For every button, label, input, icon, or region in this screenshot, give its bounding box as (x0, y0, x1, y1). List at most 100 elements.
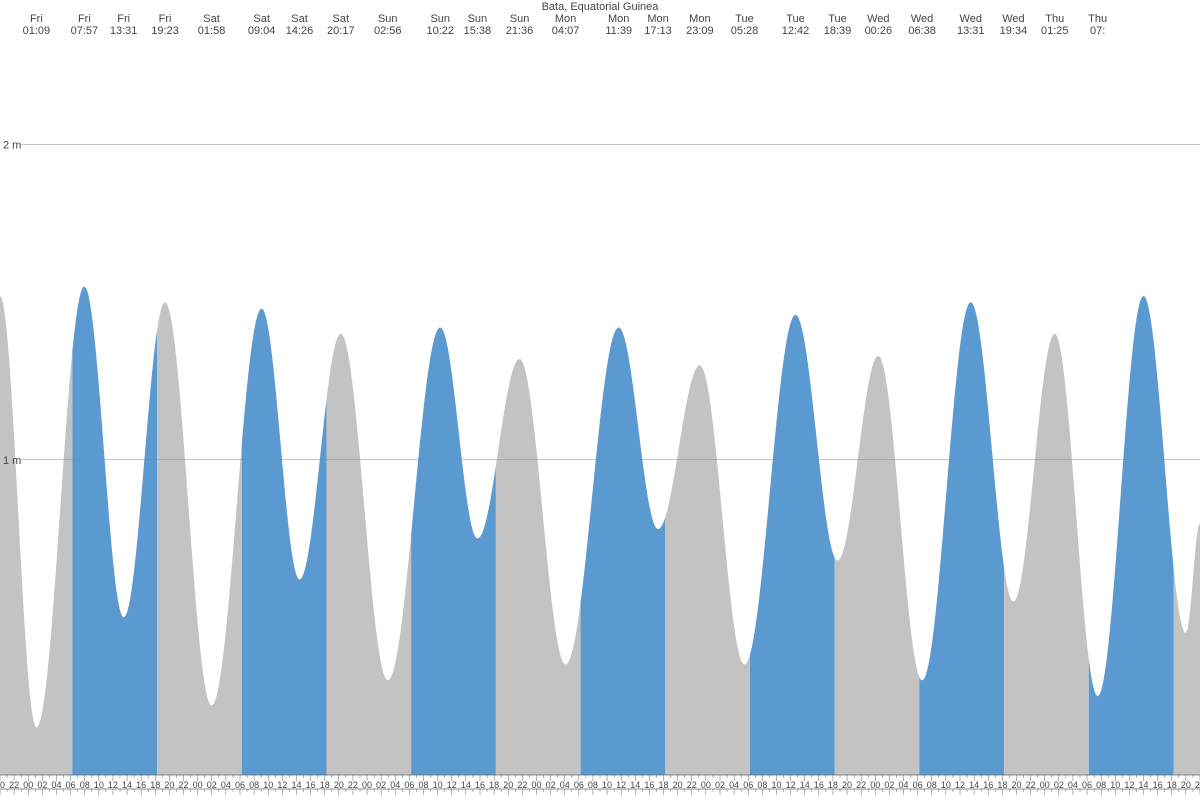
x-tick-label: 18 (828, 780, 838, 790)
extrema-day-label: Sun (430, 13, 450, 25)
x-tick-label: 12 (1124, 780, 1134, 790)
x-tick-label: 18 (997, 780, 1007, 790)
x-tick-label: 00 (362, 780, 372, 790)
x-tick-label: 00 (870, 780, 880, 790)
tide-night-band (326, 334, 411, 775)
extrema-time-label: 04:07 (552, 25, 580, 37)
x-tick-label: 10 (602, 780, 612, 790)
x-tick-label: 14 (122, 780, 132, 790)
x-tick-label: 20 (334, 780, 344, 790)
x-tick-label: 22 (9, 780, 19, 790)
x-tick-label: 20 (1011, 780, 1021, 790)
x-tick-label: 08 (249, 780, 259, 790)
extrema-day-label: Mon (608, 13, 629, 25)
x-tick-label: 14 (969, 780, 979, 790)
x-tick-label: 16 (475, 780, 485, 790)
x-tick-label: 10 (433, 780, 443, 790)
x-tick-label: 14 (461, 780, 471, 790)
tide-day-band (581, 328, 666, 775)
x-tick-label: 16 (306, 780, 316, 790)
x-tick-label: 18 (659, 780, 669, 790)
extrema-day-label: Tue (828, 13, 847, 25)
extrema-time-label: 17:13 (644, 25, 672, 37)
extrema-day-label: Fri (117, 13, 130, 25)
extrema-time-label: 15:38 (464, 25, 492, 37)
extrema-time-label: 09:04 (248, 25, 276, 37)
x-tick-label: 08 (1096, 780, 1106, 790)
tide-night-band (157, 303, 242, 775)
x-tick-label: 14 (291, 780, 301, 790)
x-tick-label: 06 (743, 780, 753, 790)
extrema-day-label: Tue (735, 13, 754, 25)
x-tick-label: 00 (1040, 780, 1050, 790)
tide-day-band (750, 315, 835, 775)
extrema-day-label: Sat (291, 13, 308, 25)
extrema-day-label: Sat (333, 13, 350, 25)
x-tick-label: 04 (51, 780, 61, 790)
tide-day-band (242, 309, 327, 775)
x-tick-label: 08 (757, 780, 767, 790)
x-tick-label: 06 (913, 780, 923, 790)
extrema-time-label: 01:58 (198, 25, 226, 37)
x-tick-label: 20 (164, 780, 174, 790)
x-tick-label: 00 (193, 780, 203, 790)
extrema-day-label: Mon (647, 13, 668, 25)
x-tick-label: 04 (729, 780, 739, 790)
extrema-time-label: 18:39 (824, 25, 852, 37)
tide-night-band (835, 356, 920, 775)
extrema-day-label: Wed (960, 13, 982, 25)
x-tick-label: 22 (348, 780, 358, 790)
chart-title: Bata, Equatorial Guinea (542, 1, 660, 13)
tide-day-band (1089, 296, 1174, 775)
tide-night-band (1004, 334, 1089, 775)
x-tick-label: 12 (277, 780, 287, 790)
x-tick-label: 06 (1082, 780, 1092, 790)
extrema-time-label: 13:31 (957, 25, 985, 37)
x-tick-label: 18 (150, 780, 160, 790)
extrema-time-label: 14:26 (286, 25, 314, 37)
x-tick-label: 08 (927, 780, 937, 790)
x-tick-label: 02 (376, 780, 386, 790)
x-tick-label: 06 (404, 780, 414, 790)
x-tick-label: 18 (320, 780, 330, 790)
extrema-day-label: Mon (555, 13, 576, 25)
extrema-time-label: 01:09 (23, 25, 51, 37)
x-tick-label: 12 (955, 780, 965, 790)
tide-day-band (72, 286, 157, 775)
x-tick-label: 10 (771, 780, 781, 790)
tide-day-band (919, 302, 1004, 775)
extrema-time-label: 19:23 (151, 25, 179, 37)
x-tick-label: 20 (842, 780, 852, 790)
extrema-time-label: 06:38 (908, 25, 936, 37)
extrema-day-label: Fri (159, 13, 172, 25)
extrema-day-label: Thu (1088, 13, 1107, 25)
x-tick-label: 14 (800, 780, 810, 790)
x-tick-label: 04 (1068, 780, 1078, 790)
extrema-time-label: 19:34 (1000, 25, 1028, 37)
extrema-time-label: 20:17 (327, 25, 355, 37)
x-tick-label: 04 (899, 780, 909, 790)
x-tick-label: 22 (1195, 780, 1200, 790)
extrema-time-label: 01:25 (1041, 25, 1069, 37)
x-tick-label: 10 (1110, 780, 1120, 790)
extrema-time-label: 07:57 (71, 25, 99, 37)
x-tick-label: 20 (1181, 780, 1191, 790)
x-tick-label: 06 (66, 780, 76, 790)
extrema-day-label: Tue (786, 13, 805, 25)
extrema-time-label: 00:26 (865, 25, 893, 37)
extrema-day-label: Mon (689, 13, 710, 25)
tide-night-band (665, 365, 750, 775)
x-tick-label: 06 (574, 780, 584, 790)
x-tick-label: 04 (560, 780, 570, 790)
x-tick-label: 06 (235, 780, 245, 790)
x-tick-label: 14 (630, 780, 640, 790)
x-tick-label: 02 (207, 780, 217, 790)
x-tick-label: 04 (390, 780, 400, 790)
x-tick-label: 22 (179, 780, 189, 790)
tide-night-band (496, 359, 581, 775)
x-tick-label: 16 (1153, 780, 1163, 790)
extrema-day-label: Fri (78, 13, 91, 25)
y-axis-label: 1 m (3, 455, 21, 467)
extrema-day-label: Sun (378, 13, 398, 25)
x-tick-label: 12 (447, 780, 457, 790)
